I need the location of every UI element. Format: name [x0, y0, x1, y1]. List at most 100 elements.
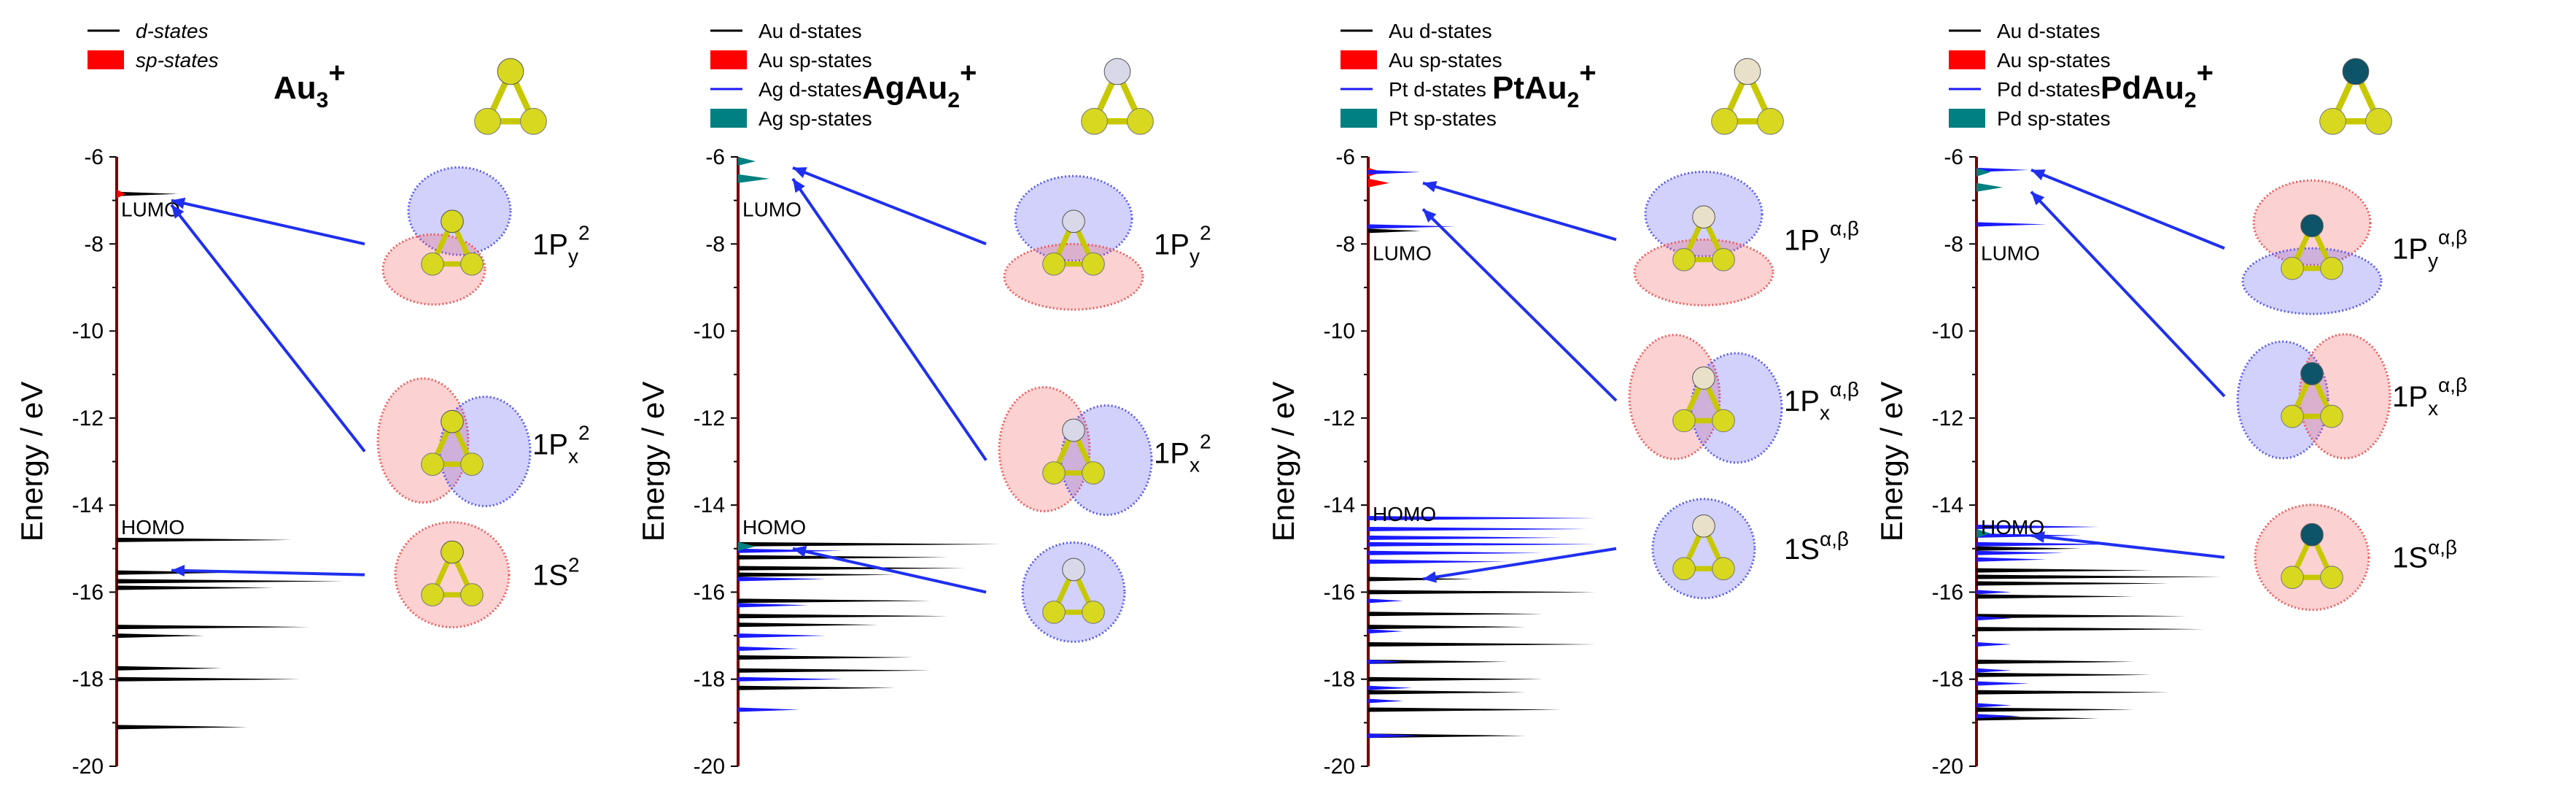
cluster-atom-au — [421, 452, 444, 476]
y-tick-label: -6 — [1335, 145, 1355, 169]
panel-title: PdAu2+ — [2100, 57, 2214, 112]
cluster-atom-au — [1757, 107, 1784, 135]
dos-peak-d — [1976, 659, 2134, 664]
cluster-atom-au — [460, 583, 484, 606]
dos-peak-d — [738, 655, 913, 660]
cluster-atom-au — [1082, 461, 1105, 485]
cluster-atom-au — [474, 107, 501, 135]
y-tick-label: -8 — [705, 232, 725, 256]
dos-peak-d — [1976, 616, 2011, 621]
y-tick-label: -14 — [1324, 493, 1355, 517]
cluster-atom-au — [1672, 248, 1696, 271]
pointer-arrow — [1421, 208, 1618, 402]
cluster-atom-au — [1672, 557, 1696, 581]
panel-title: PtAu2+ — [1492, 57, 1597, 112]
y-tick-label: -6 — [1944, 145, 1963, 169]
dos-peak-sp — [117, 189, 125, 198]
y-axis-label: Energy / eV — [636, 382, 670, 541]
dos-peak-d — [738, 622, 878, 628]
dos-peak-d — [738, 566, 966, 571]
dos-peak-d — [1368, 707, 1561, 712]
cluster-atom-top — [1692, 366, 1715, 390]
cluster-atom-au — [2281, 566, 2304, 590]
level-label: LUMO — [121, 198, 180, 221]
legend-label: Au sp-states — [1997, 49, 2111, 72]
legend-label: d-states — [136, 20, 209, 42]
chart-panel: Energy / eV-6-8-10-12-14-16-18-20LUMOHOM… — [1266, 20, 1859, 779]
dos-peak-d — [1368, 733, 1526, 739]
y-tick-label: -10 — [1932, 320, 1963, 344]
dos-peak-d — [1976, 690, 2169, 695]
orbital-lobe-red — [1633, 238, 1774, 306]
cluster-atom-top — [1062, 418, 1085, 442]
cluster-atom-au — [1712, 248, 1735, 271]
pointer-arrowhead — [2031, 191, 2045, 206]
orbital-lobe-blue — [407, 166, 512, 256]
y-tick-label: -16 — [694, 580, 725, 604]
dos-peak-d — [738, 685, 896, 690]
dos-peak-d — [1368, 577, 1473, 582]
dos-peak-d — [1368, 550, 1543, 555]
pointer-arrow — [1422, 181, 1617, 242]
chart-panel: Energy / eV-6-8-10-12-14-16-18-20LUMOHOM… — [1874, 20, 2467, 779]
cluster-atom-top — [441, 540, 464, 564]
level-label: HOMO — [1373, 503, 1436, 525]
pointer-arrowhead — [1423, 181, 1438, 193]
dos-peak-d — [117, 625, 309, 630]
dos-peak-d — [117, 676, 300, 682]
dos-peak-d — [1368, 625, 1526, 630]
pointer-arrowhead — [793, 167, 807, 178]
dos-peak-d — [738, 676, 843, 682]
cluster-atom-au — [1127, 107, 1154, 135]
pointer-arrow — [792, 547, 987, 594]
y-tick-label: -16 — [1324, 580, 1355, 604]
legend-label: Ag d-states — [759, 78, 862, 101]
orbital-label: 1Py2 — [532, 221, 590, 267]
y-tick-label: -18 — [1324, 668, 1355, 692]
dos-peak-d — [117, 191, 178, 196]
y-tick-label: -20 — [72, 755, 104, 779]
cluster-atom-au — [1082, 252, 1105, 276]
chart-panel: Energy / eV-6-8-10-12-14-16-18-20LUMOHOM… — [636, 20, 1211, 779]
cluster-atom-au — [1042, 252, 1066, 276]
dos-peak-d — [738, 707, 799, 712]
dos-peak-d — [1368, 690, 1526, 695]
y-tick-label: -12 — [1932, 406, 1963, 431]
legend-label: Pd sp-states — [1997, 107, 2111, 130]
dos-peak-d — [738, 548, 843, 553]
y-axis-label: Energy / eV — [15, 382, 49, 541]
y-tick-label: -20 — [1932, 755, 1963, 779]
pointer-arrowhead — [171, 197, 186, 209]
dos-peak-d — [1976, 533, 2082, 538]
cluster-atom-top — [1734, 58, 1761, 85]
cluster-atom-au — [2281, 404, 2304, 428]
cluster-atom-au — [1711, 107, 1738, 135]
y-tick-label: -10 — [694, 320, 725, 344]
dos-peak-d — [1976, 574, 2222, 579]
dos-peak-d — [1976, 716, 2099, 721]
legend-label: Au d-states — [1389, 20, 1492, 42]
level-label: LUMO — [742, 198, 802, 221]
dos-peak-sp — [738, 174, 770, 183]
cluster-atom-au — [2319, 107, 2346, 135]
chart-panel: Energy / eV-6-8-10-12-14-16-18-20LUMOHOM… — [15, 20, 590, 779]
y-tick-label: -12 — [694, 406, 725, 431]
y-tick-label: -6 — [705, 145, 725, 169]
orbital-label: 1Pyα,β — [1784, 217, 1859, 263]
pointer-arrowhead — [1423, 209, 1437, 223]
pointer-arrow — [791, 177, 988, 461]
y-tick-label: -16 — [72, 580, 104, 604]
legend-label: Au d-states — [1997, 20, 2100, 42]
dos-peak-d — [1368, 733, 1421, 739]
dos-peak-d — [117, 666, 222, 671]
orbital-label: 1Pyα,β — [2392, 225, 2467, 271]
orbital-lobe-red — [394, 521, 511, 629]
dos-peak-d — [1976, 167, 2029, 172]
cluster-atom-au — [2320, 404, 2343, 428]
pointer-arrow — [792, 166, 987, 246]
y-tick-label: -12 — [1324, 406, 1355, 431]
dos-peak-d — [738, 577, 826, 582]
cluster-atom-top — [1103, 58, 1131, 85]
y-tick-label: -18 — [72, 668, 104, 692]
pointer-arrow — [170, 204, 366, 452]
